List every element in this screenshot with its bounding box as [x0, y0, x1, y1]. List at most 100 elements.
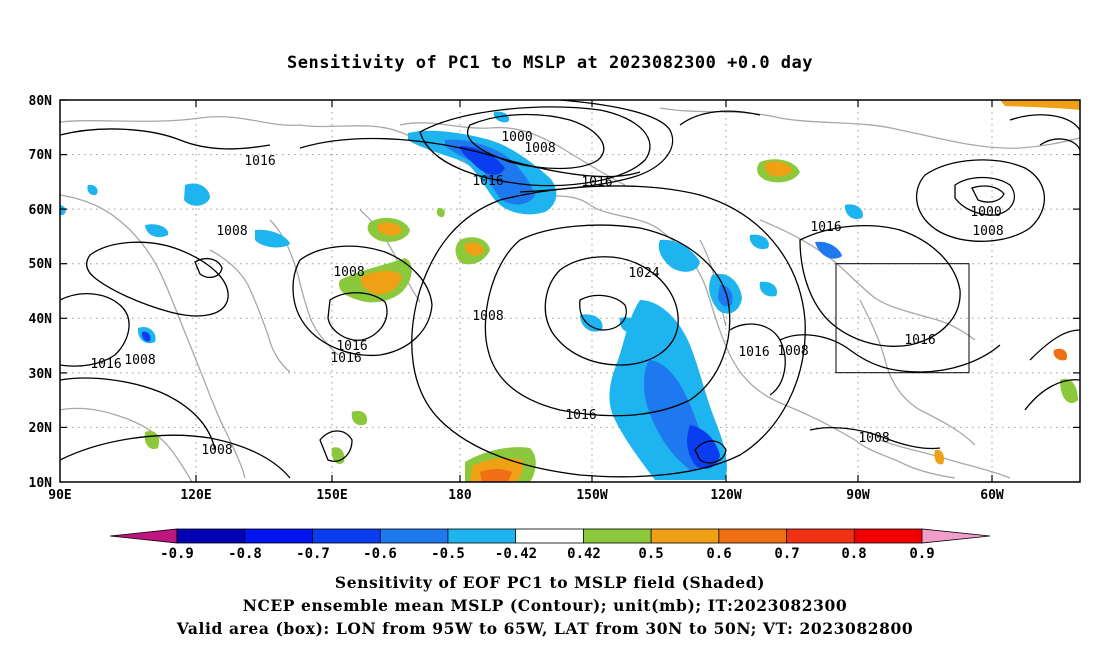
colorbar-segment [447, 528, 517, 544]
lat-label: 50N [29, 257, 53, 272]
shade-pos-atlantic-2 [1053, 348, 1068, 361]
figure-title: Sensitivity of PC1 to MSLP at 2023082300… [287, 53, 813, 73]
contour-1000-atlantic [954, 176, 1015, 216]
colorbar-segment [582, 528, 652, 544]
lon-label: 180 [448, 488, 472, 503]
contour-1016-azores [1029, 329, 1081, 361]
contour-1008-caribbean [809, 426, 941, 450]
contour-1016-west [59, 293, 130, 367]
map-background [60, 100, 1080, 482]
contour-label: 1000 [970, 205, 1001, 220]
colorbar-tick-label: -0.8 [228, 546, 262, 562]
colorbar-tick-label: -0.42 [495, 546, 537, 562]
lat-label: 10N [29, 476, 53, 491]
contour-1008-sw [59, 434, 291, 479]
caption-line: Valid area (box): LON from 95W to 65W, L… [176, 619, 914, 638]
shade-pos-np [360, 270, 402, 295]
colorbar-segment [379, 528, 449, 544]
shade-spot-hudson [844, 204, 863, 220]
contour-label: 1008 [472, 309, 503, 324]
contour-label: 1024 [628, 266, 659, 281]
shade-nw-pacific-core [460, 146, 505, 175]
shade-pos-arctic-canada [765, 161, 792, 177]
contour-small-low [194, 257, 223, 279]
longitude-labels: 90E 120E 150E 180 150W 120W 90W 60W [48, 488, 1004, 503]
contour-label: 1016 [244, 154, 275, 169]
shade-spot-siberia [184, 183, 210, 206]
contour-label-group: 1000 1008 1016 1016 1008 1016 1008 1024 … [90, 130, 1003, 458]
contour-label: 1008 [216, 224, 247, 239]
contour-label: 1016 [330, 351, 361, 366]
shade-spot-arctic [493, 111, 510, 123]
contour-1016-wpac-inner [327, 292, 388, 341]
lat-label: 20N [29, 421, 53, 436]
colorbar-segments [176, 528, 923, 544]
shade-spot-china [145, 224, 169, 238]
contour-high-1008 [411, 185, 806, 478]
shade-pos-wpac-2 [351, 410, 368, 426]
colorbar-segment [853, 528, 923, 544]
shade-pos-aleutian-core [465, 242, 484, 256]
colorbar-tick-label: -0.6 [363, 546, 397, 562]
contour-label: 1016 [472, 174, 503, 189]
colorbar-segment [650, 528, 720, 544]
shade-nw-coast-core [718, 285, 733, 307]
shade-pos-caribbean [934, 449, 945, 465]
contour-1008-tropical [59, 377, 216, 451]
contour-label: 1008 [858, 431, 889, 446]
shade-spot-okhotsk [255, 229, 290, 248]
contour-1008-china [86, 241, 229, 317]
contour-label: 1008 [333, 265, 364, 280]
colorbar-segment [718, 528, 788, 544]
shade-gulf-alaska [658, 239, 700, 272]
colorbar-segment [244, 528, 314, 544]
contour-label: 1016 [90, 357, 121, 372]
contour-1016-asia [59, 128, 271, 150]
contour-small-tc [319, 430, 353, 462]
contour-label: 1008 [777, 344, 808, 359]
contour-1008-atl-trop [1024, 379, 1081, 411]
contour-1008-atlantic [916, 159, 1046, 242]
colorbar-low-arrow [109, 528, 178, 544]
contour-1016-arctic [519, 99, 674, 193]
contour-1016-gulf [779, 334, 1001, 373]
captions: Sensitivity of EOF PC1 to MSLP field (Sh… [176, 573, 914, 638]
contour-label: 1008 [972, 224, 1003, 239]
contour-high-1024 [544, 256, 679, 366]
axis-ticks [60, 99, 1080, 482]
colorbar-high-arrow [921, 528, 991, 544]
colorbar-segment [176, 528, 246, 544]
colorbar-segment [312, 528, 381, 544]
contour-1016-arctic-2 [679, 110, 761, 126]
shade-spot-edge [60, 205, 66, 215]
contour-label: 1016 [336, 339, 367, 354]
lat-label: 40N [29, 312, 53, 327]
shade-pos-tropical-core [480, 469, 512, 482]
lon-label: 150W [576, 488, 607, 503]
contour-label: 1008 [524, 141, 555, 156]
shade-pos-kamchatka [378, 222, 402, 236]
shade-spot-bc [749, 234, 769, 250]
contour-1016-ne [1009, 114, 1081, 131]
contour-label: 1016 [581, 175, 612, 190]
caption-line: Sensitivity of EOF PC1 to MSLP field (Sh… [335, 573, 765, 592]
lon-label: 120E [180, 488, 211, 503]
contour-label: 1016 [738, 345, 769, 360]
lon-label: 60W [980, 488, 1004, 503]
colorbar: -0.9 -0.8 -0.7 -0.6 -0.5 -0.42 0.42 0.5 … [109, 528, 991, 562]
shade-spot-midpac [580, 314, 603, 332]
shade-ep-band-core [687, 425, 720, 469]
lon-label: 150E [316, 488, 347, 503]
contour-atlantic-core [971, 185, 1005, 203]
colorbar-tick-label: 0.6 [706, 546, 731, 562]
shade-pos-spot [436, 207, 445, 218]
colorbar-labels: -0.9 -0.8 -0.7 -0.6 -0.5 -0.42 0.42 0.5 … [160, 546, 935, 562]
lon-label: 90W [846, 488, 870, 503]
contour-high-1016 [484, 224, 731, 417]
contour-label: 1000 [501, 130, 532, 145]
lat-label: 80N [29, 94, 53, 109]
contour-1016-na [799, 225, 961, 347]
colorbar-segment [786, 528, 855, 544]
contour-1016-north [299, 137, 641, 178]
contour-label: 1016 [565, 408, 596, 423]
